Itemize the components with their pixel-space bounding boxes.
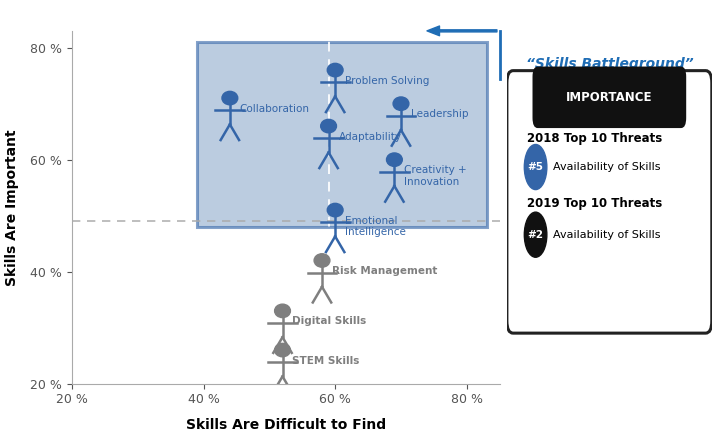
FancyBboxPatch shape: [507, 71, 712, 333]
Text: #5: #5: [528, 162, 544, 172]
Text: Digital Skills: Digital Skills: [293, 317, 367, 326]
Circle shape: [327, 203, 343, 217]
Text: Leadership: Leadership: [411, 109, 468, 119]
Circle shape: [393, 97, 409, 110]
Circle shape: [524, 212, 547, 257]
Circle shape: [387, 153, 403, 166]
Text: IMPORTANCE: IMPORTANCE: [566, 91, 653, 104]
X-axis label: Skills Are Difficult to Find: Skills Are Difficult to Find: [186, 418, 386, 431]
Circle shape: [222, 91, 238, 105]
Text: Creativity +
Innovation: Creativity + Innovation: [404, 165, 467, 187]
Text: STEM Skills: STEM Skills: [293, 356, 360, 366]
Text: #2: #2: [528, 230, 544, 240]
Text: “Skills Battleground”: “Skills Battleground”: [526, 57, 693, 71]
Circle shape: [327, 64, 343, 77]
Text: Availability of Skills: Availability of Skills: [553, 230, 661, 240]
Circle shape: [275, 304, 290, 318]
FancyBboxPatch shape: [533, 67, 686, 128]
Text: Emotional
Intelligence: Emotional Intelligence: [345, 216, 406, 237]
Bar: [197, 42, 487, 227]
Y-axis label: Skills Are Important: Skills Are Important: [5, 129, 19, 286]
Text: Collaboration: Collaboration: [239, 104, 310, 114]
Circle shape: [314, 254, 330, 267]
Text: 2019 Top 10 Threats: 2019 Top 10 Threats: [527, 198, 663, 210]
Text: 2018 Top 10 Threats: 2018 Top 10 Threats: [527, 132, 663, 145]
Circle shape: [275, 344, 290, 357]
Circle shape: [524, 145, 547, 190]
Circle shape: [321, 120, 336, 133]
Text: Adaptability: Adaptability: [339, 132, 401, 142]
Text: Problem Solving: Problem Solving: [345, 76, 429, 86]
Text: Availability of Skills: Availability of Skills: [553, 162, 661, 172]
Text: Risk Management: Risk Management: [332, 266, 437, 276]
